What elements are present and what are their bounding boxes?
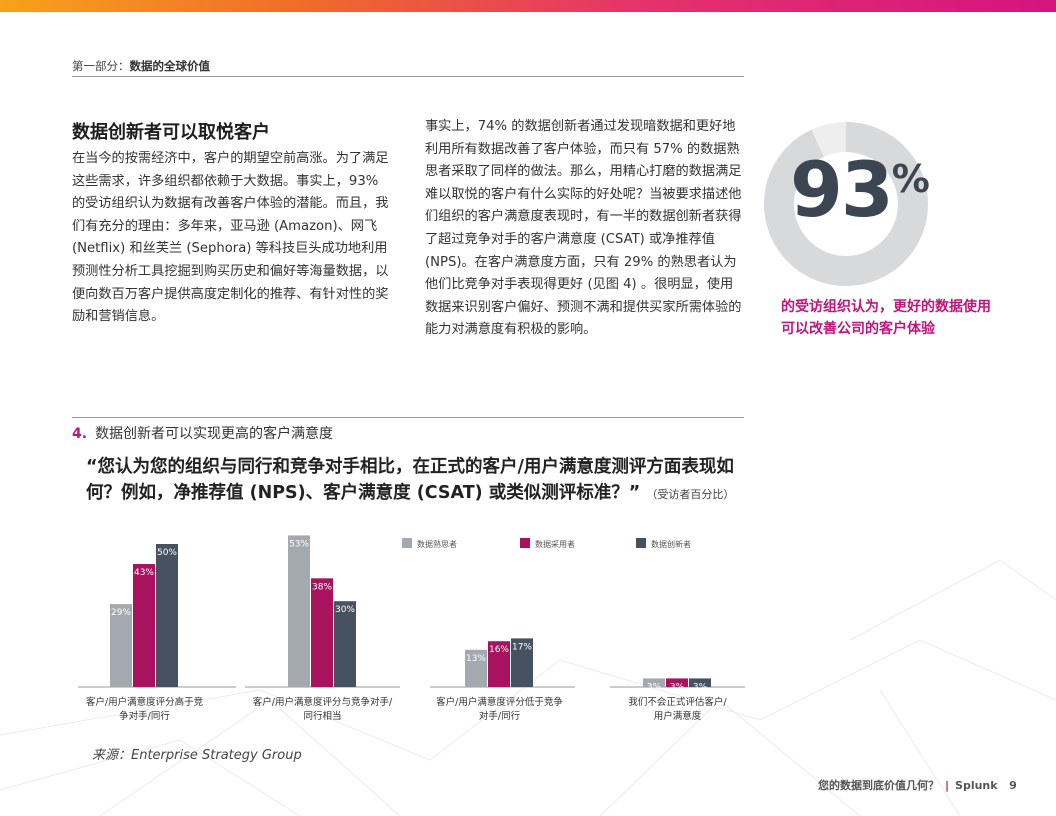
section-header: 第一部分：数据的全球价值 bbox=[72, 58, 210, 74]
bar bbox=[488, 641, 510, 687]
category-label: 客户/用户满意度评分低于竞争 bbox=[436, 696, 563, 708]
header-divider bbox=[72, 76, 744, 77]
legend-label: 数据采用者 bbox=[535, 539, 575, 549]
stat-donut-arc bbox=[764, 122, 928, 286]
footer-separator: | bbox=[945, 779, 950, 792]
bar bbox=[156, 544, 178, 687]
data-label: 53% bbox=[289, 539, 309, 549]
category-label: 客户/用户满意度评分与竞争对手/ bbox=[253, 696, 393, 708]
stat-unit: % bbox=[891, 157, 930, 201]
survey-question-note: （受访者百分比） bbox=[646, 488, 735, 501]
page-number: 9 bbox=[1009, 779, 1017, 792]
bar bbox=[288, 535, 310, 687]
page-footer: 您的数据到底价值几何？ | Splunk 9 bbox=[818, 777, 1017, 793]
bar bbox=[689, 678, 711, 687]
figure-number: 4. bbox=[72, 426, 88, 442]
bar bbox=[511, 638, 533, 687]
category-label: 用户满意度 bbox=[654, 710, 702, 722]
bar bbox=[643, 678, 665, 687]
legend-label: 数据熟思者 bbox=[417, 539, 457, 549]
bar bbox=[133, 564, 155, 687]
legend-swatch bbox=[636, 538, 646, 548]
survey-question-text: “您认为您的组织与同行和竞争对手相比，在正式的客户/用户满意度测评方面表现如何？… bbox=[86, 457, 734, 503]
data-label: 50% bbox=[157, 548, 177, 558]
data-label: 43% bbox=[134, 568, 154, 578]
data-label: 38% bbox=[312, 582, 332, 592]
stat-value: 93% bbox=[790, 152, 930, 228]
bar bbox=[311, 578, 333, 687]
figure-divider bbox=[72, 417, 744, 418]
figure-title: 4. 数据创新者可以实现更高的客户满意度 bbox=[72, 423, 333, 443]
top-gradient-bar bbox=[0, 0, 1056, 12]
category-label: 客户/用户满意度评分高于竞 bbox=[86, 696, 204, 708]
figure-title-text: 数据创新者可以实现更高的客户满意度 bbox=[95, 426, 334, 442]
article-left-column: 在当今的按需经济中，客户的期望空前高涨。为了满足这些需求，许多组织都依赖于大数据… bbox=[72, 151, 389, 325]
data-label: 13% bbox=[466, 654, 486, 664]
article-heading: 数据创新者可以取悦客户 bbox=[72, 122, 270, 143]
legend-swatch bbox=[520, 538, 530, 548]
footer-title: 您的数据到底价值几何？ bbox=[818, 779, 939, 792]
section-label: 第一部分： bbox=[72, 59, 130, 73]
category-label: 对手/同行 bbox=[479, 710, 521, 722]
section-title: 数据的全球价值 bbox=[129, 59, 211, 73]
category-label: 我们不会正式评估客户/ bbox=[628, 696, 727, 708]
bar bbox=[110, 604, 132, 687]
data-label: 29% bbox=[111, 608, 131, 618]
data-label: 3% bbox=[693, 682, 708, 692]
stat-donut bbox=[764, 122, 928, 286]
data-label: 3% bbox=[647, 682, 662, 692]
data-label: 3% bbox=[670, 682, 685, 692]
article-middle-column: 事实上，74% 的数据创新者通过发现暗数据和更好地利用所有数据改善了客户体验，而… bbox=[425, 119, 742, 338]
survey-question: “您认为您的组织与同行和竞争对手相比，在正式的客户/用户满意度测评方面表现如何？… bbox=[86, 454, 766, 508]
legend-label: 数据创新者 bbox=[651, 539, 691, 549]
stat-caption: 的受访组织认为，更好的数据使用可以改善公司的客户体验 bbox=[781, 299, 991, 337]
category-label: 同行相当 bbox=[303, 710, 341, 722]
footer-brand: Splunk bbox=[955, 779, 998, 792]
figure-source: 来源：Enterprise Strategy Group bbox=[92, 748, 302, 763]
bar bbox=[666, 678, 688, 687]
stat-number: 93 bbox=[790, 145, 894, 234]
bar bbox=[334, 601, 356, 687]
data-label: 16% bbox=[489, 645, 509, 655]
data-label: 17% bbox=[512, 642, 532, 652]
legend-swatch bbox=[402, 538, 412, 548]
bar bbox=[465, 649, 487, 687]
category-label: 争对手/同行 bbox=[119, 710, 170, 722]
data-label: 30% bbox=[335, 605, 355, 615]
